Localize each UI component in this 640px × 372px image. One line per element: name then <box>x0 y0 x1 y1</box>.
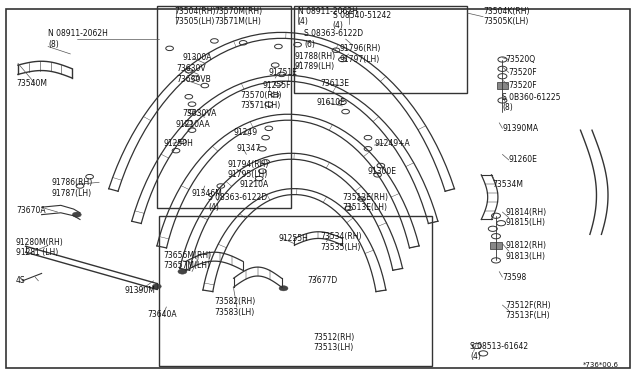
Text: 91610E: 91610E <box>317 98 346 107</box>
Text: 73670A: 73670A <box>16 206 45 215</box>
Text: 4S: 4S <box>16 276 26 285</box>
Text: 73570M(RH)
73571M(LH): 73570M(RH) 73571M(LH) <box>214 7 262 26</box>
Text: 91210A: 91210A <box>240 180 269 189</box>
Text: 73613E: 73613E <box>320 79 349 88</box>
Text: 73630VA: 73630VA <box>182 109 217 118</box>
Text: 91347: 91347 <box>237 144 261 153</box>
Text: 73582(RH)
73583(LH): 73582(RH) 73583(LH) <box>214 297 255 317</box>
Text: 91390MA: 91390MA <box>502 124 538 133</box>
Text: S 0B360-61225
(8): S 0B360-61225 (8) <box>502 93 561 112</box>
Text: 91280M(RH)
91281 (LH): 91280M(RH) 91281 (LH) <box>16 238 64 257</box>
Text: 91255F: 91255F <box>262 81 291 90</box>
Text: 73534M: 73534M <box>493 180 524 189</box>
Text: 91346M: 91346M <box>192 189 223 198</box>
Text: 91786(RH)
91787(LH): 91786(RH) 91787(LH) <box>51 178 92 198</box>
Text: N 08911-2062H
(4): N 08911-2062H (4) <box>298 7 358 26</box>
Text: 73520F: 73520F <box>509 81 538 90</box>
Text: 73504K(RH)
73505K(LH): 73504K(RH) 73505K(LH) <box>483 7 530 26</box>
Text: 73656M(RH)
73657M(LH): 73656M(RH) 73657M(LH) <box>163 251 211 270</box>
Circle shape <box>178 269 187 274</box>
Text: 91788(RH)
91789(LH): 91788(RH) 91789(LH) <box>294 52 335 71</box>
Text: S 08513-61642
(4): S 08513-61642 (4) <box>470 342 529 361</box>
Text: 73520Q: 73520Q <box>506 55 536 64</box>
Text: 73520F: 73520F <box>509 68 538 77</box>
FancyBboxPatch shape <box>497 82 508 89</box>
Text: 73630VB: 73630VB <box>176 76 211 84</box>
Text: 91249+A: 91249+A <box>374 139 410 148</box>
Text: 91390M: 91390M <box>125 286 156 295</box>
Text: 73504(RH)
73505(LH): 73504(RH) 73505(LH) <box>174 7 216 26</box>
Text: S 08363-6122D
(4): S 08363-6122D (4) <box>208 193 267 212</box>
FancyBboxPatch shape <box>490 242 502 249</box>
Bar <box>159 216 432 366</box>
Text: 73540M: 73540M <box>16 79 47 88</box>
Text: 91300A: 91300A <box>182 53 212 62</box>
Text: 91260E: 91260E <box>509 155 538 164</box>
Text: 91300E: 91300E <box>368 167 397 176</box>
Text: 91751E: 91751E <box>269 68 298 77</box>
Text: *736*00.6: *736*00.6 <box>582 362 618 368</box>
Circle shape <box>152 284 161 289</box>
Circle shape <box>279 286 288 291</box>
Text: 73640A: 73640A <box>147 310 177 319</box>
Text: 91812(RH)
91813(LH): 91812(RH) 91813(LH) <box>506 241 547 261</box>
Text: 73630V: 73630V <box>176 64 205 73</box>
Text: 73570(RH)
73571(LH): 73570(RH) 73571(LH) <box>240 91 282 110</box>
Text: 91796(RH)
91797(LH): 91796(RH) 91797(LH) <box>339 44 381 64</box>
Bar <box>294 6 467 93</box>
Text: 91255H: 91255H <box>278 234 308 243</box>
Circle shape <box>72 212 81 217</box>
Text: S 08363-6122D
(6): S 08363-6122D (6) <box>304 29 363 49</box>
Text: 91210AA: 91210AA <box>176 120 211 129</box>
Text: 73512(RH)
73513(LH): 73512(RH) 73513(LH) <box>314 333 355 352</box>
Text: 73677D: 73677D <box>307 276 337 285</box>
Bar <box>157 6 291 208</box>
Text: 91250H: 91250H <box>163 139 193 148</box>
Text: 91249: 91249 <box>234 128 258 137</box>
Text: 91794(RH)
91795(LH): 91794(RH) 91795(LH) <box>227 160 269 179</box>
Text: 73598: 73598 <box>502 273 527 282</box>
Text: N 08911-2062H
(8): N 08911-2062H (8) <box>48 29 108 49</box>
Text: 73534(RH)
73535(LH): 73534(RH) 73535(LH) <box>320 232 362 251</box>
Text: 73512E(RH)
73513E(LH): 73512E(RH) 73513E(LH) <box>342 193 388 212</box>
Text: 73512F(RH)
73513F(LH): 73512F(RH) 73513F(LH) <box>506 301 551 320</box>
Text: S 08540-51242
(4): S 08540-51242 (4) <box>333 11 391 30</box>
Text: 91814(RH)
91815(LH): 91814(RH) 91815(LH) <box>506 208 547 227</box>
